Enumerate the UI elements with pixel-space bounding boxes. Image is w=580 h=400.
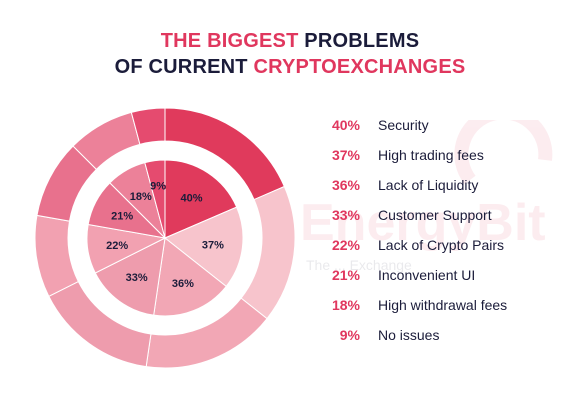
slice-label-inconvenient-ui: 21% xyxy=(111,211,133,223)
inner-pie xyxy=(86,159,244,317)
legend-item-security: 40% Security xyxy=(322,110,572,140)
legend-item-high-trading-fees: 37% High trading fees xyxy=(322,140,572,170)
slice-label-no-issues: 9% xyxy=(150,180,166,192)
legend-label: Security xyxy=(378,117,429,133)
legend-item-customer-support: 33% Customer Support xyxy=(322,200,572,230)
legend-value: 21% xyxy=(331,267,360,283)
slice-label-security: 40% xyxy=(181,193,203,205)
legend-label: Lack of Liquidity xyxy=(378,177,479,193)
slice-label-lack-of-crypto-pairs: 22% xyxy=(106,240,128,252)
slice-labels: 40% 37% 36% 33% 22% 21% 18%9% xyxy=(106,180,224,290)
legend-value: 22% xyxy=(331,237,360,253)
title-rest-2: OF CURRENT xyxy=(114,56,248,78)
legend-value: 36% xyxy=(331,177,360,193)
title-accent-1: THE BIGGEST xyxy=(160,30,299,52)
legend: 40% Security 37% High trading fees 36% Lack o… xyxy=(322,110,572,350)
legend-item-lack-of-liquidity: 36% Lack of Liquidity xyxy=(322,170,572,200)
title-accent-2: CRYPTOEXCHANGES xyxy=(253,56,466,78)
outer-ring xyxy=(34,107,296,369)
legend-item-no-issues: 9% No issues xyxy=(322,320,572,350)
legend-label: High trading fees xyxy=(378,147,484,163)
legend-value: 33% xyxy=(331,207,360,223)
legend-label: Lack of Crypto Pairs xyxy=(378,237,505,253)
legend-label: Customer Support xyxy=(378,207,492,223)
legend-value: 40% xyxy=(331,117,360,133)
ring-segment-lack-of-crypto-pairs xyxy=(34,214,79,298)
pie-slice-security xyxy=(164,159,238,239)
pie-slice-high-trading-fees xyxy=(164,206,244,288)
slice-label-lack-of-liquidity: 36% xyxy=(172,278,194,290)
legend-item-inconvenient-ui: 21% Inconvenient UI xyxy=(322,260,572,290)
title-line-2: OF CURRENT CRYPTOEXCHANGES xyxy=(0,54,580,80)
title-line-1: THE BIGGEST PROBLEMS xyxy=(0,28,580,54)
legend-item-high-withdrawal-fees: 18% High withdrawal fees xyxy=(322,290,572,320)
chart-title: THE BIGGEST PROBLEMS OF CURRENT CRYPTOEX… xyxy=(0,28,580,80)
slice-label-customer-support: 33% xyxy=(126,272,148,284)
legend-label: High withdrawal fees xyxy=(378,297,508,313)
ring-segment-no-issues xyxy=(130,107,166,145)
slice-label-high-trading-fees: 37% xyxy=(202,239,224,251)
legend-value: 18% xyxy=(331,297,360,313)
legend-item-lack-of-crypto-pairs: 22% Lack of Crypto Pairs xyxy=(322,230,572,260)
pie-slice-lack-of-liquidity xyxy=(153,237,227,317)
legend-value: 9% xyxy=(339,327,360,343)
pie-slice-no-issues xyxy=(144,159,166,239)
pie-chart: 40% 37% 36% 33% 22% 21% 18%9% xyxy=(34,107,296,369)
title-rest-1: PROBLEMS xyxy=(304,30,420,52)
legend-label: Inconvenient UI xyxy=(378,267,476,283)
legend-label: No issues xyxy=(378,327,440,343)
pie-slice-customer-support xyxy=(94,237,166,316)
slice-label-high-withdrawal-fees: 18% xyxy=(130,191,152,203)
legend-value: 37% xyxy=(331,147,360,163)
